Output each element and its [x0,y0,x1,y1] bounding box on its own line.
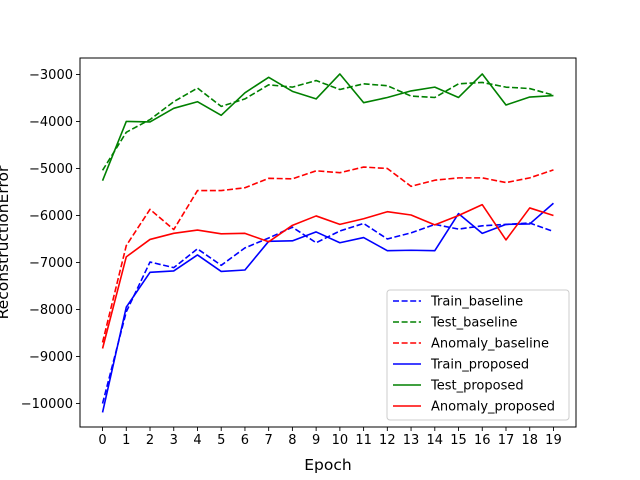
series-line-test-proposed [101,73,554,181]
series-line-train-proposed [101,202,554,413]
legend-item: Test_baseline [393,316,518,331]
legend-item: Train_proposed [393,358,529,373]
plot-area-frame [79,57,577,428]
x-axis-title: Epoch [304,456,351,474]
x-tick-label: 2 [146,433,154,448]
legend-label: Anomaly_baseline [431,337,549,352]
legend: Train_baseline Test_baseline Anomaly_basel… [386,289,570,421]
x-tick-label: 9 [312,433,320,448]
x-tick-label: 18 [521,433,538,448]
x-axis: 0 1 2 3 4 5 6 7 8 9 10 11 12 13 14 15 16 17 18 19 [98,427,562,448]
legend-item: Anomaly_proposed [393,400,555,415]
legend-item: Anomaly_baseline [393,337,549,352]
y-tick-label: −6000 [29,209,73,224]
x-tick-label: 6 [241,433,249,448]
series-line-anomaly-proposed [101,203,554,349]
series-line-test-baseline [101,79,554,171]
x-tick-label: 15 [450,433,467,448]
y-tick-label: −8000 [29,303,73,318]
legend-label: Train_proposed [430,358,529,373]
legend-item: Test_proposed [393,379,524,394]
y-tick-label: −9000 [29,350,73,365]
legend-label: Train_baseline [430,295,523,310]
x-tick-label: 3 [170,433,178,448]
x-tick-label: 1 [122,433,130,448]
x-tick-label: 12 [379,433,396,448]
x-tick-label: 0 [98,433,106,448]
legend-label: Anomaly_proposed [431,400,555,415]
y-axis: −10000 −9000 −8000 −7000 −6000 −5000 −4000 −300… [21,68,80,412]
x-tick-label: 16 [474,433,491,448]
series-layer [101,73,554,413]
x-tick-label: 13 [403,433,420,448]
x-tick-label: 10 [332,433,349,448]
x-tick-label: 4 [193,433,201,448]
legend-label: Test_baseline [430,316,518,331]
x-tick-label: 7 [265,433,273,448]
y-tick-label: −5000 [29,162,73,177]
legend-label: Test_proposed [430,379,524,394]
legend-item: Train_baseline [393,295,523,310]
y-tick-label: −3000 [29,68,73,83]
y-axis-title: ReconstructionError [0,165,12,319]
x-tick-label: 19 [545,433,562,448]
y-tick-label: −4000 [29,115,73,130]
series-line-anomaly-baseline [101,166,554,343]
legend-box [386,289,570,421]
x-tick-label: 5 [217,433,225,448]
y-tick-label: −10000 [21,397,73,412]
x-tick-label: 17 [498,433,515,448]
x-tick-label: 11 [355,433,372,448]
x-tick-label: 14 [427,433,444,448]
y-tick-label: −7000 [29,256,73,271]
x-tick-label: 8 [288,433,296,448]
